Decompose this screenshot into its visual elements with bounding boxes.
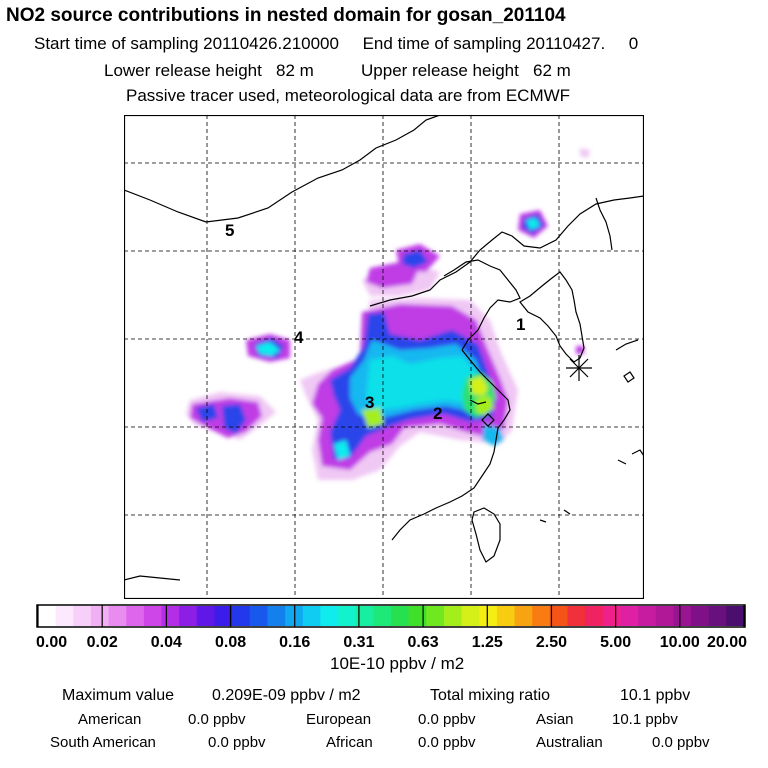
- receptor-marker: [566, 355, 592, 381]
- colorbar-segment: [691, 606, 710, 626]
- colorbar-segment: [38, 606, 57, 626]
- region-value-american: 0.0 ppbv: [188, 711, 246, 728]
- colorbar-segment: [143, 606, 163, 626]
- colorbar-segment: [567, 606, 586, 626]
- colorbar-tick-label: 0.31: [343, 634, 374, 651]
- end-value: 20110427. 0: [526, 34, 639, 53]
- region-name-african: African: [326, 734, 373, 751]
- region-name-australian: Australian: [536, 734, 603, 751]
- region-label-2: 2: [433, 404, 442, 423]
- colorbar-segment: [479, 606, 498, 626]
- map-panel: asterisk-icon 1 2 3 4 5: [124, 115, 644, 599]
- colorbar-segment: [302, 606, 321, 626]
- colorbar-segment: [673, 606, 692, 626]
- colorbar-segment: [55, 606, 74, 626]
- colorbar-segment: [320, 606, 339, 626]
- colorbar-segment: [73, 606, 92, 626]
- colorbar-tick-label: 1.25: [472, 634, 503, 651]
- colorbar-segment: [443, 606, 463, 626]
- colorbar-segment: [196, 606, 216, 626]
- region-label-3: 3: [365, 393, 374, 412]
- region-name-american: American: [78, 711, 142, 728]
- colorbar-segment: [426, 606, 445, 626]
- colorbar-segment: [126, 606, 145, 626]
- colorbar-tick-label: 10.00: [660, 634, 700, 651]
- region-label-5: 5: [225, 221, 234, 240]
- colorbar-segment: [620, 606, 639, 626]
- region-name-south-american: South American: [50, 734, 156, 751]
- colorbar-segment: [532, 606, 551, 626]
- colorbar-tick-label: 0.02: [87, 634, 118, 651]
- colorbar-segment: [373, 606, 392, 626]
- region-value-european: 0.0 ppbv: [418, 711, 476, 728]
- upper-label: Upper release height: [361, 61, 519, 80]
- colorbar-segment: [214, 606, 233, 626]
- colorbar-tick-label: 0.00: [36, 634, 67, 651]
- region-value-south-american: 0.0 ppbv: [208, 734, 266, 751]
- colorbar-segment: [638, 606, 657, 626]
- region-value-asian: 10.1 ppbv: [612, 711, 678, 728]
- start-value: 20110426.210000: [203, 34, 339, 53]
- colorbar-segment: [461, 606, 480, 626]
- start-label: Start time of sampling: [34, 34, 199, 53]
- plot-title: NO2 source contributions in nested domai…: [6, 5, 566, 26]
- colorbar-segment: [408, 606, 427, 626]
- colorbar-segment: [549, 606, 569, 626]
- colorbar-segment: [232, 606, 251, 626]
- colorbar-segment: [391, 606, 410, 626]
- colorbar-tick-label: 0.08: [215, 634, 246, 651]
- colorbar-segment: [249, 606, 269, 626]
- lower-label: Lower release height: [104, 61, 262, 80]
- colorbar-tick-label: 20.00: [707, 634, 747, 651]
- colorbar-ticks: [37, 605, 745, 627]
- colorbar-segment: [726, 606, 745, 626]
- end-label: End time of sampling: [362, 34, 522, 53]
- colorbar-segment: [514, 606, 533, 626]
- colorbar-tick-label: 0.16: [279, 634, 310, 651]
- region-label-4: 4: [294, 328, 304, 347]
- colorbar-segment: [602, 606, 622, 626]
- lat-lon-grid: [124, 115, 644, 599]
- colorbar-segment: [355, 606, 374, 626]
- max-value: 0.209E-09 ppbv / m2: [212, 687, 361, 704]
- concentration-plume: [186, 148, 590, 480]
- colorbar-segment: [179, 606, 198, 626]
- total-mixing-label: Total mixing ratio: [430, 687, 551, 704]
- colorbar-segment: [338, 606, 357, 626]
- lower-value: 82 m: [276, 61, 314, 80]
- upper-value: 62 m: [533, 61, 571, 80]
- colorbar-segment: [655, 606, 674, 626]
- colorbar-segments: [38, 606, 745, 626]
- colorbar-tick-label: 0.04: [151, 634, 182, 651]
- region-value-australian: 0.0 ppbv: [652, 734, 710, 751]
- max-value-label: Maximum value: [62, 687, 175, 704]
- sampling-times: Start time of sampling 20110426.210000 E…: [34, 35, 638, 52]
- tracer-note: Passive tracer used, meteorological data…: [126, 86, 571, 105]
- colorbar-segment: [496, 606, 516, 626]
- colorbar: 0.00 0.02 0.04 0.08 0.16 0.31 0.63 1.25 2.50 5.00…: [36, 604, 747, 651]
- region-value-african: 0.0 ppbv: [418, 734, 476, 751]
- coastlines-and-borders: [124, 115, 644, 581]
- release-heights: Lower release height 82 m Upper release …: [104, 62, 571, 79]
- colorbar-labels: 0.00 0.02 0.04 0.08 0.16 0.31 0.63 1.25 2.50 5.00…: [36, 634, 747, 651]
- colorbar-segment: [161, 606, 180, 626]
- region-label-1: 1: [516, 315, 525, 334]
- colorbar-tick-label: 0.63: [408, 634, 439, 651]
- region-name-asian: Asian: [536, 711, 574, 728]
- colorbar-segment: [708, 606, 727, 626]
- colorbar-segment: [267, 606, 286, 626]
- total-mixing-value: 10.1 ppbv: [620, 687, 691, 704]
- colorbar-segment: [585, 606, 604, 626]
- colorbar-segment: [90, 606, 110, 626]
- colorbar-segment: [108, 606, 127, 626]
- colorbar-tick-label: 2.50: [536, 634, 567, 651]
- colorbar-tick-label: 5.00: [600, 634, 631, 651]
- colorbar-unit: 10E-10 ppbv / m2: [330, 654, 465, 673]
- region-name-european: European: [306, 711, 372, 728]
